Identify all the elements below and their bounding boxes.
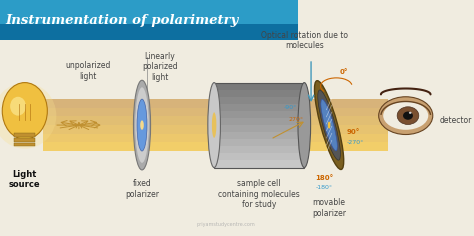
Bar bbox=[214, 90, 304, 97]
Bar bbox=[14, 143, 35, 146]
FancyBboxPatch shape bbox=[0, 0, 298, 24]
Ellipse shape bbox=[314, 81, 344, 169]
Ellipse shape bbox=[0, 83, 56, 149]
Bar bbox=[214, 83, 304, 90]
Ellipse shape bbox=[208, 83, 220, 168]
Bar bbox=[214, 132, 304, 139]
Text: detector: detector bbox=[439, 116, 472, 125]
Ellipse shape bbox=[137, 99, 147, 151]
Text: Light
source: Light source bbox=[9, 170, 41, 189]
Bar bbox=[214, 97, 304, 104]
Text: fixed
polarizer: fixed polarizer bbox=[125, 179, 159, 199]
Text: 180°: 180° bbox=[316, 175, 334, 181]
Ellipse shape bbox=[10, 97, 26, 116]
Ellipse shape bbox=[298, 83, 310, 168]
Text: sample cell
containing molecules
for study: sample cell containing molecules for stu… bbox=[219, 179, 300, 209]
Bar bbox=[43, 99, 388, 108]
Text: 270°: 270° bbox=[289, 117, 303, 122]
Ellipse shape bbox=[403, 112, 413, 120]
Bar bbox=[43, 99, 388, 151]
Bar bbox=[43, 116, 388, 125]
Bar bbox=[43, 125, 388, 134]
Text: Optical rotation due to
molecules: Optical rotation due to molecules bbox=[261, 31, 348, 50]
Bar bbox=[14, 133, 35, 137]
Ellipse shape bbox=[135, 87, 149, 163]
Bar bbox=[43, 108, 388, 116]
Text: -180°: -180° bbox=[316, 185, 333, 190]
FancyBboxPatch shape bbox=[0, 0, 298, 40]
Ellipse shape bbox=[397, 107, 419, 125]
Bar bbox=[214, 111, 304, 118]
Bar bbox=[214, 125, 304, 132]
Ellipse shape bbox=[2, 83, 47, 139]
Text: -270°: -270° bbox=[347, 140, 365, 145]
Bar bbox=[214, 104, 304, 111]
Text: movable
polarizer: movable polarizer bbox=[312, 198, 346, 218]
Ellipse shape bbox=[140, 120, 144, 130]
Ellipse shape bbox=[134, 80, 151, 170]
Ellipse shape bbox=[409, 112, 411, 114]
Bar bbox=[214, 146, 304, 153]
Bar bbox=[214, 83, 304, 168]
Text: Linearly
polarized
light: Linearly polarized light bbox=[142, 52, 178, 82]
Bar bbox=[43, 142, 388, 151]
Bar bbox=[214, 139, 304, 146]
Text: unpolarized
light: unpolarized light bbox=[65, 61, 110, 81]
Text: priyamstudycentre.com: priyamstudycentre.com bbox=[196, 222, 255, 227]
Ellipse shape bbox=[318, 90, 340, 160]
Ellipse shape bbox=[383, 101, 428, 130]
Bar bbox=[214, 153, 304, 160]
Ellipse shape bbox=[328, 122, 330, 129]
Text: 90°: 90° bbox=[347, 129, 360, 135]
Text: Instrumentation of polarimetry: Instrumentation of polarimetry bbox=[5, 13, 239, 27]
Text: -90°: -90° bbox=[284, 105, 297, 110]
Ellipse shape bbox=[212, 112, 217, 138]
Bar bbox=[14, 138, 35, 142]
Text: 0°: 0° bbox=[339, 69, 348, 75]
Bar bbox=[43, 134, 388, 142]
Bar bbox=[214, 160, 304, 168]
Ellipse shape bbox=[321, 99, 337, 151]
Bar bbox=[214, 118, 304, 125]
Ellipse shape bbox=[379, 97, 433, 135]
